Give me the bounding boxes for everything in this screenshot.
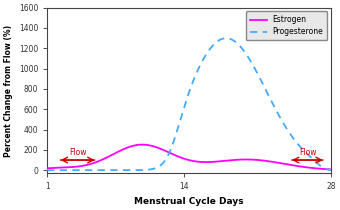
Legend: Estrogen, Progesterone: Estrogen, Progesterone	[246, 12, 327, 40]
X-axis label: Menstrual Cycle Days: Menstrual Cycle Days	[134, 197, 244, 206]
Text: Flow: Flow	[69, 148, 86, 157]
Y-axis label: Percent Change from Flow (%): Percent Change from Flow (%)	[4, 24, 13, 156]
Text: Flow: Flow	[299, 148, 317, 157]
